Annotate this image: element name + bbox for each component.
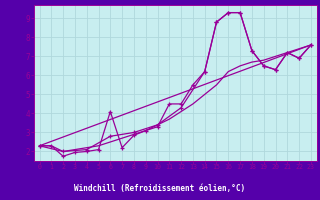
Text: Windchill (Refroidissement éolien,°C): Windchill (Refroidissement éolien,°C) bbox=[75, 184, 245, 194]
